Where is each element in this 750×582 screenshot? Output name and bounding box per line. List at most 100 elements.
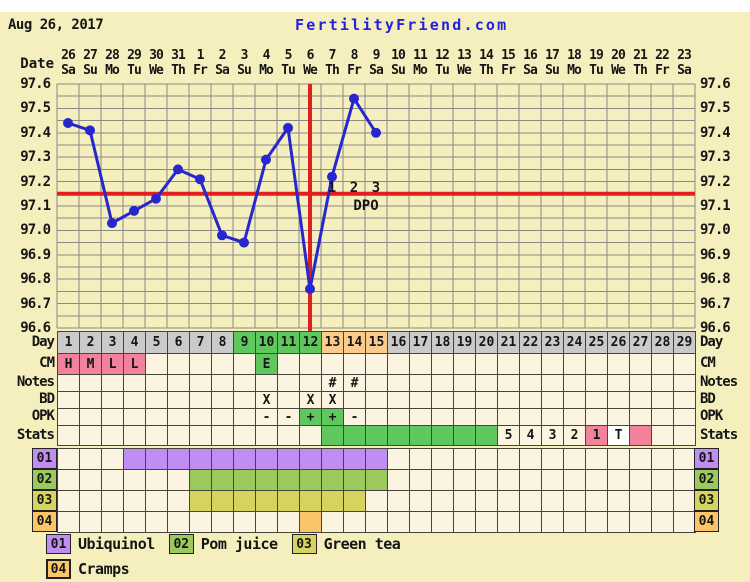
stats-cell-day-4 [123, 425, 146, 446]
cm-label-left: CM [39, 355, 55, 371]
item02-cell-day-20 [475, 469, 498, 491]
opk-cell-day-3 [101, 408, 124, 426]
item03-cell-day-22 [519, 490, 542, 512]
notes-label-right: Notes [700, 374, 738, 390]
legend-item-04: 04 Cramps [46, 559, 130, 579]
item02-cell-day-14 [343, 469, 366, 491]
date-cell: 29 [127, 48, 142, 63]
cm-cell-day-21 [497, 353, 520, 375]
bd-label-right: BD [700, 391, 716, 407]
opk-cell-day-4 [123, 408, 146, 426]
opk-cell-day-21 [497, 408, 520, 426]
item-code-box-left-02: 02 [32, 469, 57, 490]
weekday-cell: Mo [105, 63, 120, 78]
day-cell-day-15: 15 [365, 331, 388, 354]
item02-cell-day-7 [189, 469, 212, 491]
day-cell-day-6: 6 [167, 331, 190, 354]
day-label-left: Day [31, 333, 55, 350]
day-cell-day-19: 19 [453, 331, 476, 354]
day-cell-day-18: 18 [431, 331, 454, 354]
cm-cell-day-20 [475, 353, 498, 375]
y-axis-label-left: 96.9 [20, 246, 51, 263]
day-label-right: Day [700, 333, 723, 350]
legend-label-04: Cramps [78, 560, 130, 578]
item02-cell-day-26 [607, 469, 630, 491]
weekday-cell: Sa [523, 63, 538, 78]
cm-label-right: CM [700, 355, 716, 371]
weekday-cell: Mo [413, 63, 428, 78]
notes-cell-day-5 [145, 374, 168, 392]
weekday-cell: We [303, 63, 318, 78]
date-cell: 2 [218, 48, 227, 63]
item02-cell-day-4 [123, 469, 146, 491]
item02-cell-day-22 [519, 469, 542, 491]
opk-cell-day-16 [387, 408, 410, 426]
weekday-cell: We [149, 63, 164, 78]
day-cell-day-4: 4 [123, 331, 146, 354]
stats-cell-day-5 [145, 425, 168, 446]
item01-cell-day-11 [277, 448, 300, 470]
item03-cell-day-17 [409, 490, 432, 512]
item04-cell-day-20 [475, 511, 498, 533]
cm-cell-day-14 [343, 353, 366, 375]
item02-cell-day-2 [79, 469, 102, 491]
notes-cell-day-25 [585, 374, 608, 392]
item04-cell-day-16 [387, 511, 410, 533]
cm-cell-day-22 [519, 353, 542, 375]
item04-cell-day-19 [453, 511, 476, 533]
notes-cell-day-16 [387, 374, 410, 392]
dpo-number: 2 [349, 180, 359, 196]
stats-cell-day-25: 1 [585, 425, 608, 446]
item02-cell-day-27 [629, 469, 652, 491]
opk-cell-day-18 [431, 408, 454, 426]
day-cell-day-11: 11 [277, 331, 300, 354]
item02-cell-day-10 [255, 469, 278, 491]
notes-cell-day-9 [233, 374, 256, 392]
cm-cell-day-2: M [79, 353, 102, 375]
weekday-cell: Fr [655, 63, 670, 78]
opk-cell-day-29 [673, 408, 696, 426]
bd-cell-day-14 [343, 391, 366, 409]
stats-cell-day-23: 3 [541, 425, 564, 446]
stats-cell-day-3 [101, 425, 124, 446]
date-cell: 9 [372, 48, 381, 63]
item03-cell-day-8 [211, 490, 234, 512]
opk-cell-day-23 [541, 408, 564, 426]
bd-cell-day-7 [189, 391, 212, 409]
y-axis-label-left: 97.3 [20, 149, 51, 166]
date-cell: 13 [457, 48, 472, 63]
cm-cell-day-15 [365, 353, 388, 375]
item04-cell-day-18 [431, 511, 454, 533]
brand-link[interactable]: FertilityFriend.com [295, 16, 509, 34]
notes-cell-day-20 [475, 374, 498, 392]
item02-cell-day-23 [541, 469, 564, 491]
bd-cell-day-10: X [255, 391, 278, 409]
y-axis-label-right: 97.0 [700, 222, 731, 239]
bd-cell-day-21 [497, 391, 520, 409]
opk-cell-day-1 [57, 408, 80, 426]
y-axis-label-left: 96.6 [20, 320, 51, 336]
weekday-cell: Tu [435, 63, 450, 78]
day-cell-day-25: 25 [585, 331, 608, 354]
day-cell-day-20: 20 [475, 331, 498, 354]
bd-cell-day-20 [475, 391, 498, 409]
item-code-box-right-02: 02 [694, 469, 719, 490]
item01-cell-day-14 [343, 448, 366, 470]
y-axis-label-right: 97.6 [700, 76, 731, 92]
item03-cell-day-10 [255, 490, 278, 512]
date-cell: 21 [633, 48, 648, 63]
opk-cell-day-11: - [277, 408, 300, 426]
stats-cell-day-14 [343, 425, 366, 446]
item02-cell-day-8 [211, 469, 234, 491]
bd-cell-day-25 [585, 391, 608, 409]
item01-cell-day-3 [101, 448, 124, 470]
notes-cell-day-11 [277, 374, 300, 392]
stats-cell-day-17 [409, 425, 432, 446]
item03-cell-day-26 [607, 490, 630, 512]
legend-label-01: Ubiquinol [78, 535, 155, 553]
notes-cell-day-6 [167, 374, 190, 392]
bd-cell-day-26 [607, 391, 630, 409]
bd-cell-day-19 [453, 391, 476, 409]
notes-cell-day-15 [365, 374, 388, 392]
